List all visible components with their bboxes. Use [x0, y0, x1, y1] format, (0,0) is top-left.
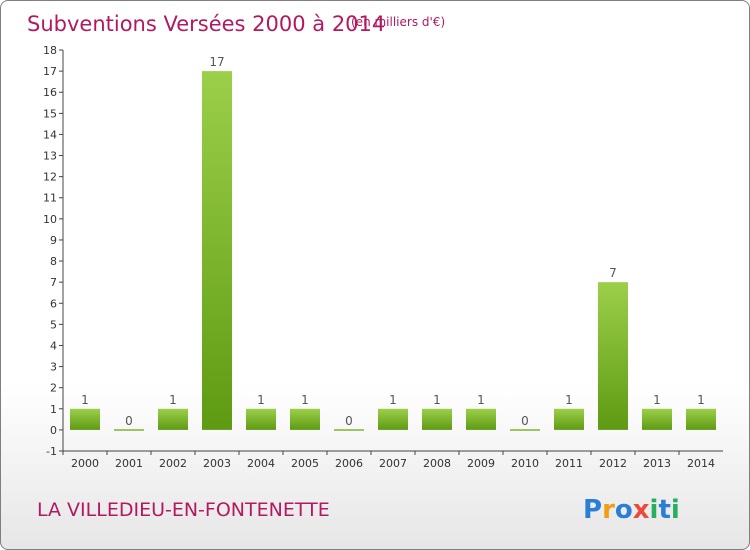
bar-2011: [554, 408, 584, 430]
y-tick-label: 12: [43, 171, 57, 184]
x-tick-label: 2006: [335, 457, 363, 470]
bar-2014: [686, 408, 716, 430]
y-tick-label: 17: [43, 65, 57, 78]
bar-value-label: 0: [521, 414, 529, 428]
x-tick-label: 2008: [423, 457, 451, 470]
logo-letter: x: [633, 495, 650, 525]
y-tick-label: 9: [50, 234, 57, 247]
logo-letter: t: [658, 495, 670, 525]
bar-value-label: 1: [81, 393, 89, 407]
x-tick-label: 2002: [159, 457, 187, 470]
y-tick-label: 0: [50, 424, 57, 437]
bar-value-label: 0: [345, 414, 353, 428]
logo-letter: r: [602, 495, 615, 525]
bar-value-label: 17: [209, 55, 224, 69]
x-tick-label: 2010: [511, 457, 539, 470]
bar-2003: [202, 71, 232, 430]
bar-2002: [158, 408, 188, 430]
x-tick-label: 2003: [203, 457, 231, 470]
bar-2004: [246, 408, 276, 430]
x-axis-ticks: 2000 2001 2002 2003 2004 2005 2006 2007 2008 2009…: [62, 451, 715, 470]
place-name: LA VILLEDIEU-EN-FONTENETTE: [37, 499, 330, 521]
logo-letter: o: [615, 495, 633, 525]
bar-value-label: 1: [301, 393, 309, 407]
y-tick-label: 13: [43, 150, 57, 163]
bar-2007: [378, 408, 408, 430]
bar-value-label: 1: [477, 393, 485, 407]
logo-letter: i: [671, 495, 680, 525]
bar-2013: [642, 408, 672, 430]
bars: [70, 71, 716, 431]
x-tick-label: 2005: [291, 457, 319, 470]
x-tick-label: 2007: [379, 457, 407, 470]
y-tick-label: 7: [50, 276, 57, 289]
bar-value-label: 1: [257, 393, 265, 407]
y-tick-label: 5: [50, 318, 57, 331]
bar-2009: [466, 408, 496, 430]
bar-2001: [114, 429, 144, 431]
bar-2006: [334, 429, 364, 431]
proxiti-logo: Proxiti: [583, 495, 680, 525]
x-tick-label: 2004: [247, 457, 275, 470]
x-tick-label: 2013: [643, 457, 671, 470]
y-tick-label: 4: [50, 339, 57, 352]
y-tick-label: 8: [50, 255, 57, 268]
logo-letter: P: [583, 495, 602, 525]
bar-value-label: 7: [609, 266, 617, 280]
x-tick-label: 2011: [555, 457, 583, 470]
y-tick-label: 15: [43, 107, 57, 120]
logo-letter: i: [650, 495, 659, 525]
y-tick-label: 6: [50, 297, 57, 310]
y-tick-label: 14: [43, 128, 57, 141]
y-tick-label: 18: [43, 44, 57, 57]
bar-value-label: 0: [125, 414, 133, 428]
y-tick-label: 1: [50, 403, 57, 416]
bar-value-label: 1: [565, 393, 573, 407]
x-tick-label: 2000: [71, 457, 99, 470]
y-tick-label: -1: [46, 445, 57, 458]
x-tick-label: 2009: [467, 457, 495, 470]
y-tick-label: 2: [50, 382, 57, 395]
chart-title: Subventions Versées 2000 à 2014: [27, 12, 385, 36]
bar-2005: [290, 408, 320, 430]
bar-2012: [598, 282, 628, 430]
bar-value-label: 1: [389, 393, 397, 407]
y-tick-label: 10: [43, 213, 57, 226]
bar-value-label: 1: [433, 393, 441, 407]
y-tick-label: 16: [43, 86, 57, 99]
y-tick-label: 11: [43, 192, 57, 205]
chart-subtitle: (en milliers d'€): [351, 15, 445, 29]
bar-2010: [510, 429, 540, 431]
bar-value-label: 1: [697, 393, 705, 407]
bar-value-label: 1: [653, 393, 661, 407]
bar-2000: [70, 408, 100, 430]
x-tick-label: 2001: [115, 457, 143, 470]
bar-2008: [422, 408, 452, 430]
bar-value-label: 1: [169, 393, 177, 407]
y-tick-label: 3: [50, 361, 57, 374]
x-tick-label: 2014: [687, 457, 715, 470]
x-tick-label: 2012: [599, 457, 627, 470]
